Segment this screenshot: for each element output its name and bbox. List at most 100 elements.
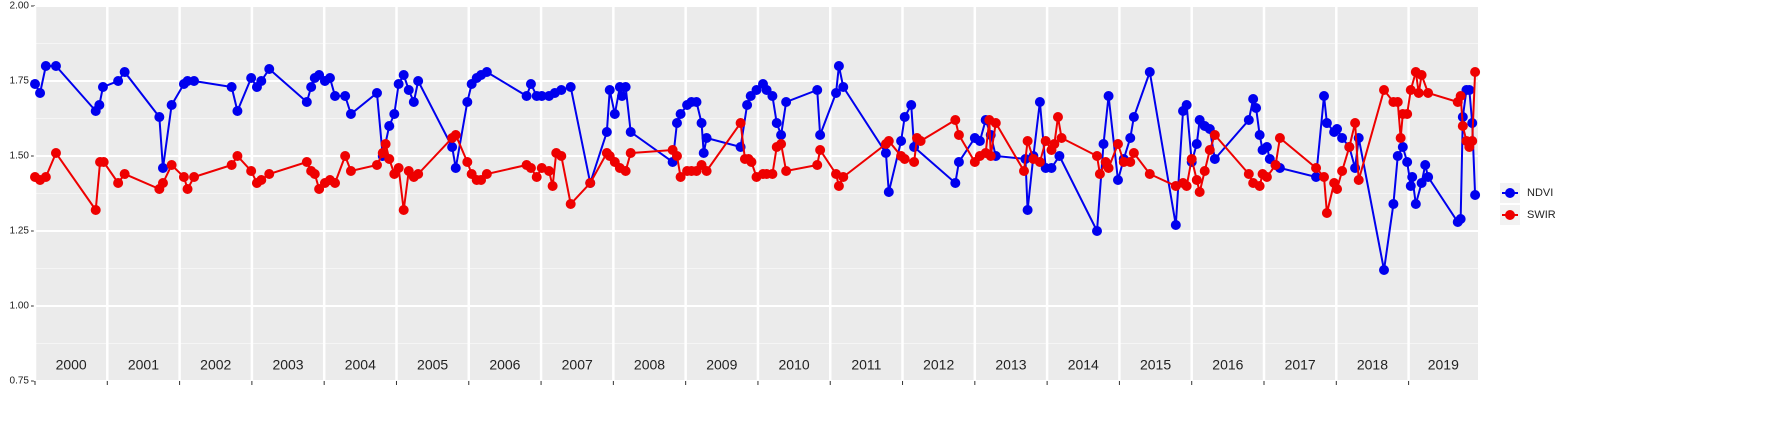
data-point	[330, 178, 341, 188]
data-point	[838, 172, 849, 182]
data-point	[1018, 166, 1029, 176]
data-point	[1191, 139, 1202, 149]
data-point	[371, 160, 382, 170]
data-point	[701, 133, 712, 143]
data-point	[883, 136, 894, 146]
data-point	[330, 91, 341, 101]
data-point	[1209, 154, 1220, 164]
data-point	[521, 91, 532, 101]
data-point	[384, 154, 395, 164]
data-point	[1194, 187, 1205, 197]
data-point	[371, 88, 382, 98]
data-point	[97, 82, 108, 92]
data-point	[398, 70, 409, 80]
data-point	[776, 130, 787, 140]
data-point	[403, 85, 414, 95]
year-label: 2018	[1357, 357, 1388, 373]
data-point	[1052, 112, 1063, 122]
data-point	[1054, 151, 1065, 161]
data-point	[625, 148, 636, 158]
data-point	[767, 91, 778, 101]
data-point	[1457, 121, 1468, 131]
data-point	[113, 178, 124, 188]
data-point	[1319, 172, 1330, 182]
data-point	[50, 61, 61, 71]
data-point	[1353, 175, 1364, 185]
data-point	[1254, 181, 1265, 191]
data-point	[746, 157, 757, 167]
data-point	[771, 118, 782, 128]
data-point	[565, 82, 576, 92]
data-point	[306, 82, 317, 92]
y-tick-label: 0.75	[10, 376, 30, 387]
data-point	[226, 82, 237, 92]
data-point	[1034, 157, 1045, 167]
data-point	[909, 157, 920, 167]
year-label: 2019	[1428, 357, 1459, 373]
data-point	[985, 151, 996, 161]
data-point	[896, 136, 907, 146]
data-point	[301, 157, 312, 167]
data-point	[1144, 67, 1155, 77]
data-point	[1112, 139, 1123, 149]
data-point	[1170, 220, 1181, 230]
data-point	[556, 85, 567, 95]
data-point	[1405, 181, 1416, 191]
data-point	[1092, 226, 1103, 236]
data-point	[691, 97, 702, 107]
year-label: 2001	[128, 357, 159, 373]
data-point	[950, 115, 961, 125]
data-point	[1181, 100, 1192, 110]
data-point	[1416, 70, 1427, 80]
data-point	[974, 136, 985, 146]
data-point	[1413, 88, 1424, 98]
data-point	[1103, 91, 1114, 101]
year-label: 2006	[489, 357, 520, 373]
data-point	[166, 100, 177, 110]
data-point	[35, 88, 46, 98]
y-tick-label: 2.00	[10, 1, 30, 12]
data-point	[324, 73, 335, 83]
data-point	[462, 97, 473, 107]
data-point	[1248, 94, 1259, 104]
data-point	[1464, 85, 1475, 95]
data-point	[838, 82, 849, 92]
data-point	[812, 85, 823, 95]
data-point	[345, 166, 356, 176]
data-point	[413, 169, 424, 179]
data-point	[1251, 103, 1262, 113]
data-point	[408, 97, 419, 107]
data-point	[40, 172, 51, 182]
data-point	[1420, 160, 1431, 170]
data-point	[1332, 124, 1343, 134]
year-label: 2017	[1285, 357, 1316, 373]
data-point	[40, 61, 51, 71]
data-point	[393, 79, 404, 89]
data-point	[119, 67, 130, 77]
data-point	[256, 175, 267, 185]
data-point	[1397, 142, 1408, 152]
data-point	[833, 61, 844, 71]
data-point	[915, 136, 926, 146]
data-point	[154, 112, 165, 122]
data-point	[812, 160, 823, 170]
data-point	[1254, 130, 1265, 140]
data-point	[776, 139, 787, 149]
data-point	[1125, 157, 1136, 167]
data-point	[119, 169, 130, 179]
data-point	[1181, 181, 1192, 191]
data-point	[1125, 133, 1136, 143]
data-point	[1344, 142, 1355, 152]
data-point	[413, 76, 424, 86]
data-point	[585, 178, 596, 188]
data-point	[226, 160, 237, 170]
year-label: 2009	[706, 357, 737, 373]
data-point	[1092, 151, 1103, 161]
y-tick-label: 1.75	[10, 76, 30, 87]
data-point	[384, 121, 395, 131]
y-tick-label: 1.00	[10, 301, 30, 312]
data-point	[1128, 148, 1139, 158]
data-point	[990, 118, 1001, 128]
